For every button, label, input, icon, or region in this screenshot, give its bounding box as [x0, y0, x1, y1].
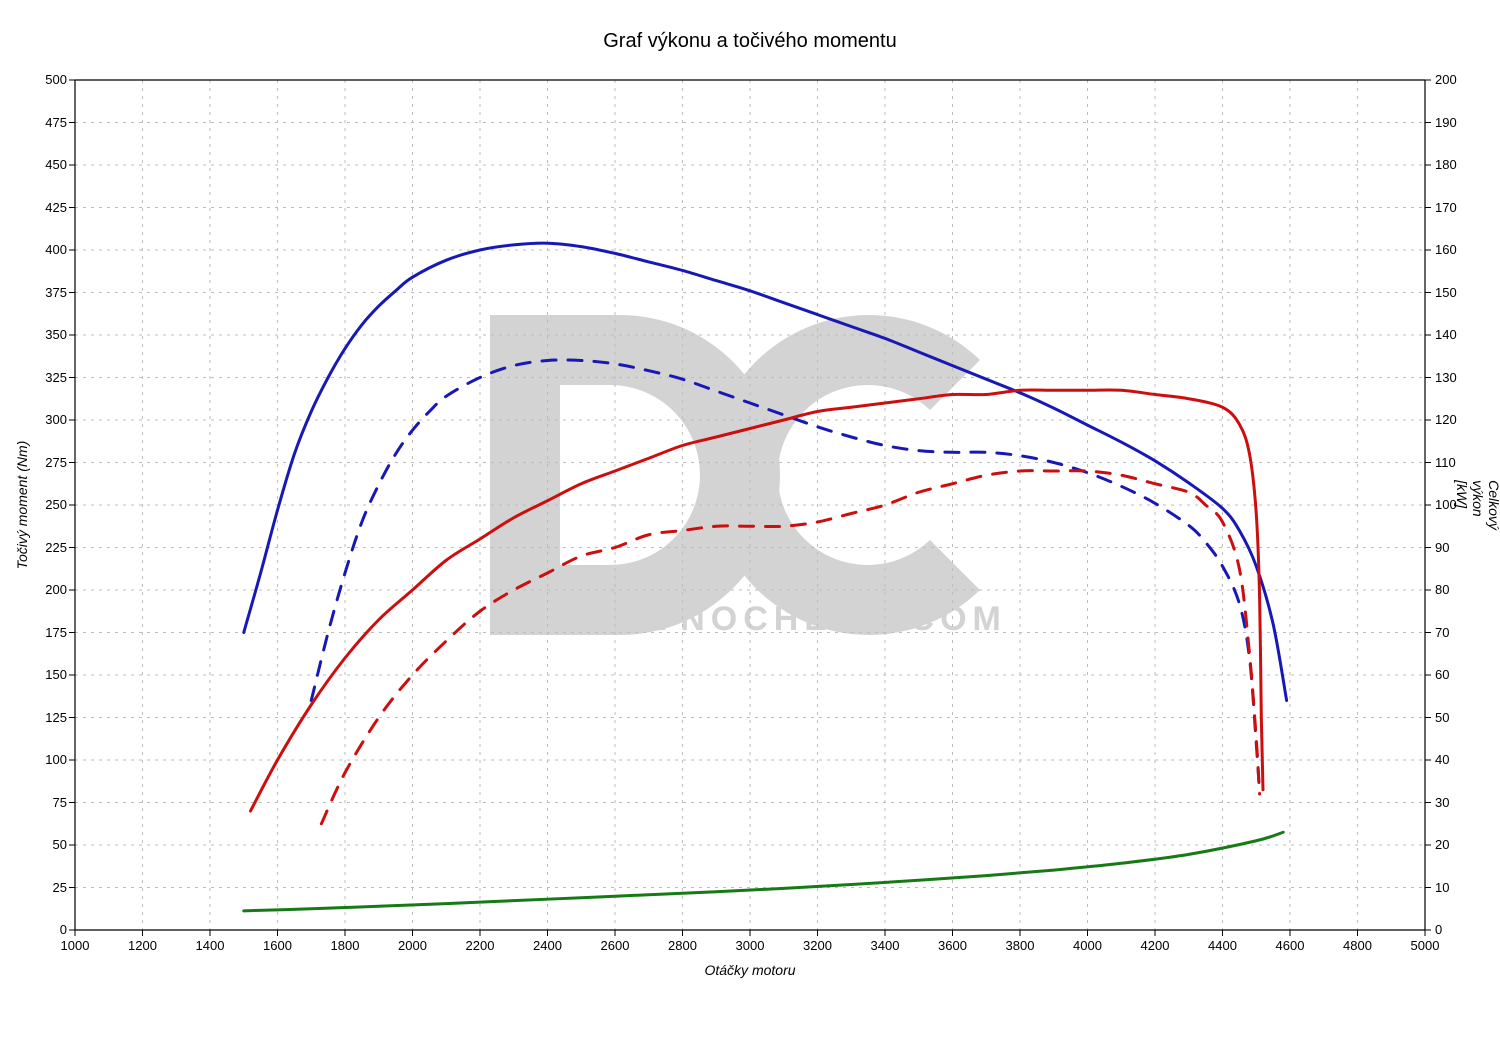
- y-left-tick-label: 300: [45, 412, 67, 427]
- y-left-tick-label: 125: [45, 710, 67, 725]
- y-left-tick-label: 0: [60, 922, 67, 937]
- y-left-tick-label: 325: [45, 370, 67, 385]
- y-right-tick-label: 190: [1435, 115, 1457, 130]
- y-right-tick-label: 110: [1435, 455, 1456, 470]
- x-axis-label: Otáčky motoru: [0, 962, 1500, 978]
- y-left-tick-label: 400: [45, 242, 67, 257]
- x-tick-label: 1200: [123, 938, 163, 953]
- y-right-tick-label: 70: [1435, 625, 1449, 640]
- x-tick-label: 1000: [55, 938, 95, 953]
- x-tick-label: 3800: [1000, 938, 1040, 953]
- y-right-tick-label: 200: [1435, 72, 1457, 87]
- y-left-tick-label: 25: [53, 880, 67, 895]
- y-right-axis-label: Celkový výkon [kW]: [1454, 480, 1500, 530]
- y-right-tick-label: 170: [1435, 200, 1457, 215]
- y-right-tick-label: 30: [1435, 795, 1449, 810]
- y-left-tick-label: 500: [45, 72, 67, 87]
- x-tick-label: 4600: [1270, 938, 1310, 953]
- series-power_stock: [321, 471, 1259, 824]
- y-left-tick-label: 275: [45, 455, 67, 470]
- y-right-tick-label: 140: [1435, 327, 1457, 342]
- x-tick-label: 2800: [663, 938, 703, 953]
- series-power_tuned: [251, 390, 1264, 811]
- y-right-tick-label: 120: [1435, 412, 1457, 427]
- x-tick-label: 2400: [528, 938, 568, 953]
- y-right-tick-label: 130: [1435, 370, 1457, 385]
- series-torque_stock: [311, 360, 1259, 794]
- y-right-tick-label: 150: [1435, 285, 1457, 300]
- y-right-tick-label: 180: [1435, 157, 1457, 172]
- y-left-tick-label: 225: [45, 540, 67, 555]
- x-tick-label: 4200: [1135, 938, 1175, 953]
- y-left-tick-label: 50: [53, 837, 67, 852]
- y-left-tick-label: 150: [45, 667, 67, 682]
- y-right-tick-label: 40: [1435, 752, 1449, 767]
- x-tick-label: 1400: [190, 938, 230, 953]
- y-left-tick-label: 475: [45, 115, 67, 130]
- y-left-tick-label: 350: [45, 327, 67, 342]
- y-right-tick-label: 20: [1435, 837, 1449, 852]
- x-tick-label: 1600: [258, 938, 298, 953]
- series-torque_tuned: [244, 243, 1287, 700]
- x-tick-label: 3000: [730, 938, 770, 953]
- x-tick-label: 2000: [393, 938, 433, 953]
- y-left-tick-label: 200: [45, 582, 67, 597]
- series-losses: [244, 832, 1284, 911]
- x-tick-label: 4800: [1338, 938, 1378, 953]
- y-left-tick-label: 450: [45, 157, 67, 172]
- x-tick-label: 4400: [1203, 938, 1243, 953]
- y-right-tick-label: 10: [1435, 880, 1449, 895]
- y-right-tick-label: 0: [1435, 922, 1442, 937]
- y-left-tick-label: 425: [45, 200, 67, 215]
- chart-container: Graf výkonu a točivého momentu WWW.DYNOC…: [0, 0, 1500, 1040]
- x-tick-label: 1800: [325, 938, 365, 953]
- y-right-tick-label: 160: [1435, 242, 1457, 257]
- x-tick-label: 2600: [595, 938, 635, 953]
- y-right-tick-label: 80: [1435, 582, 1449, 597]
- x-tick-label: 2200: [460, 938, 500, 953]
- y-right-tick-label: 50: [1435, 710, 1449, 725]
- y-left-tick-label: 175: [45, 625, 67, 640]
- y-left-axis-label: Točivý moment (Nm): [14, 441, 30, 570]
- y-left-tick-label: 75: [53, 795, 67, 810]
- x-tick-label: 3600: [933, 938, 973, 953]
- x-tick-label: 3200: [798, 938, 838, 953]
- x-tick-label: 5000: [1405, 938, 1445, 953]
- y-right-tick-label: 90: [1435, 540, 1449, 555]
- x-tick-label: 3400: [865, 938, 905, 953]
- y-right-tick-label: 60: [1435, 667, 1449, 682]
- y-left-tick-label: 100: [45, 752, 67, 767]
- x-tick-label: 4000: [1068, 938, 1108, 953]
- y-left-tick-label: 250: [45, 497, 67, 512]
- plot-svg: [0, 0, 1500, 1040]
- y-left-tick-label: 375: [45, 285, 67, 300]
